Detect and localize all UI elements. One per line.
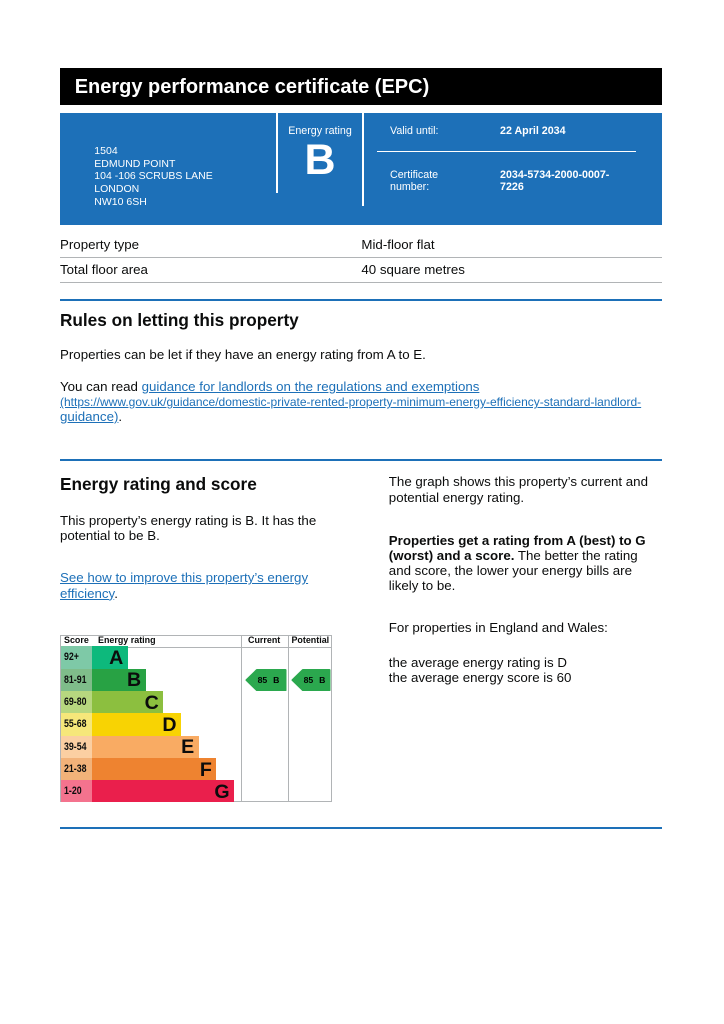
svg-text:B: B xyxy=(319,675,325,685)
svg-text:85: 85 xyxy=(258,675,268,685)
svg-text:B: B xyxy=(273,675,279,685)
svg-text:85: 85 xyxy=(303,675,313,685)
